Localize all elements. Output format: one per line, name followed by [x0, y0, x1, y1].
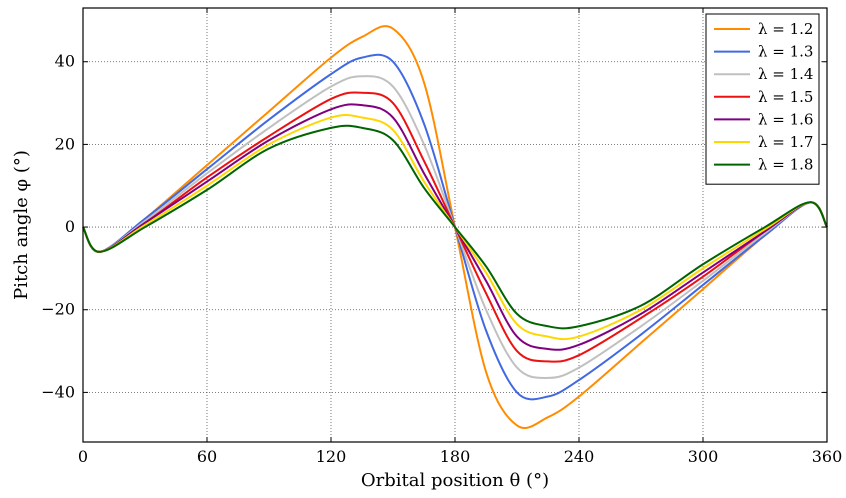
series-line-7 [82, 124, 828, 330]
x-axis-label: Orbital position θ (°) [361, 470, 549, 491]
x-tick-label: 60 [197, 447, 217, 466]
legend-box [705, 13, 820, 185]
y-tick-label: −40 [41, 382, 75, 401]
x-tick-label: 120 [316, 447, 347, 466]
legend-label: λ = 1.2 [758, 20, 813, 38]
legend-label: λ = 1.4 [758, 65, 813, 83]
legend-label: λ = 1.8 [758, 156, 813, 174]
x-tick-label: 300 [688, 447, 719, 466]
legend-label: λ = 1.6 [758, 110, 813, 128]
x-tick-label: 240 [564, 447, 595, 466]
legend-label: λ = 1.3 [758, 43, 813, 61]
legend: λ = 1.2 λ = 1.3 λ = 1.4 λ = 1.5 λ = 1.6 λ = 1… [705, 13, 820, 185]
legend-label: λ = 1.5 [758, 88, 813, 106]
y-tick-label: 40 [55, 52, 75, 71]
y-axis-label: Pitch angle φ (°) [11, 150, 32, 300]
legend-label: λ = 1.7 [758, 133, 813, 151]
x-tick-label: 0 [78, 447, 88, 466]
y-tick-label: 0 [65, 217, 75, 236]
x-tick-label: 360 [812, 447, 843, 466]
x-tick-label: 180 [440, 447, 471, 466]
y-tick-label: −20 [41, 300, 75, 319]
series-layer [82, 25, 828, 430]
y-tick-label: 20 [55, 134, 75, 153]
tick-layer: 0 60 120 180 240 300 360 −40 −20 0 20 40 [41, 8, 842, 466]
